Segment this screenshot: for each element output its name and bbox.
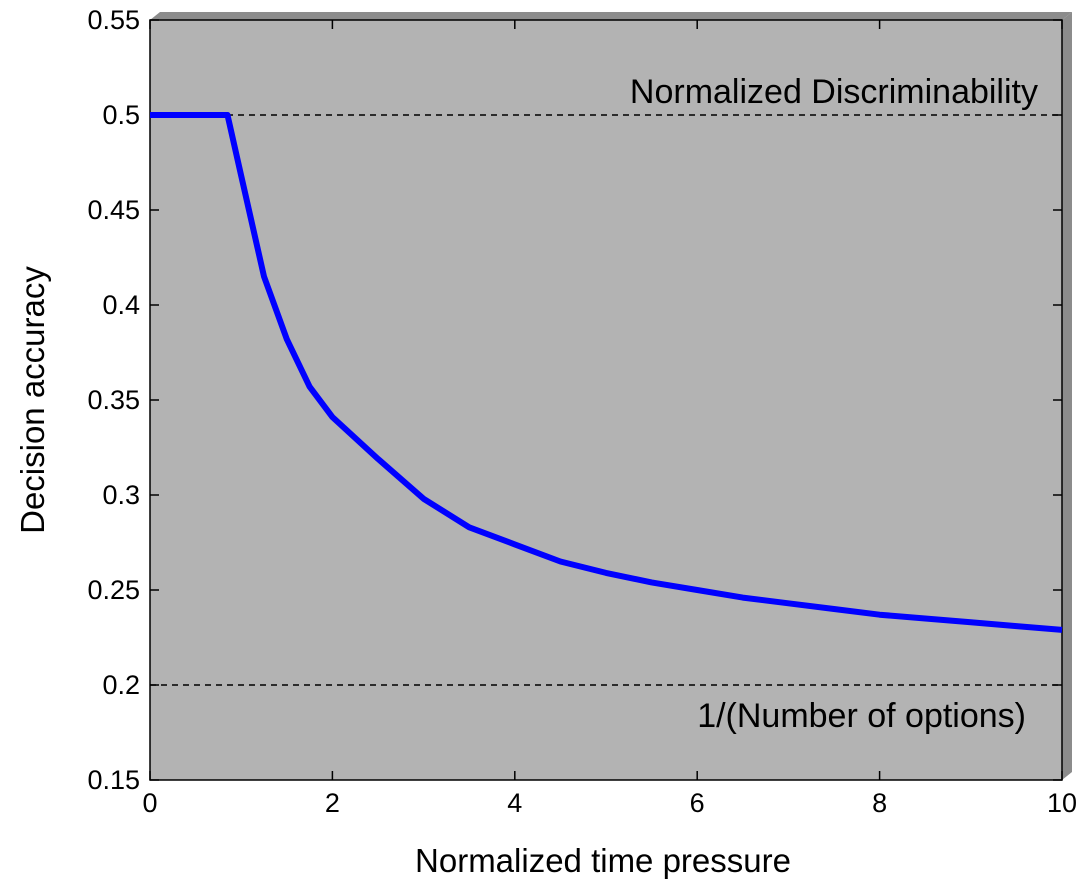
y-tick-label: 0.35 <box>87 385 140 415</box>
frame-top-shade <box>150 12 1072 20</box>
axis-ticks <box>149 19 1063 781</box>
y-axis-title: Decision accuracy <box>14 266 51 534</box>
y-tick-label: 0.55 <box>87 5 140 35</box>
x-tick-label: 0 <box>142 788 157 818</box>
annotation-number-of-options: 1/(Number of options) <box>697 697 1026 735</box>
x-tick-label: 2 <box>325 788 340 818</box>
series-layer <box>150 112 1063 633</box>
plot-area <box>149 19 1063 781</box>
tick-labels: 0 2 4 6 8 10 0.15 0.2 0.25 0.3 0.35 0.4 0.45 0.5 0.55 <box>87 5 1077 818</box>
y-tick-label: 0.2 <box>102 670 140 700</box>
x-tick-label: 8 <box>872 788 887 818</box>
x-tick-label: 6 <box>690 788 705 818</box>
y-tick-label: 0.5 <box>102 100 140 130</box>
y-tick-label: 0.3 <box>102 480 140 510</box>
annotation-discriminability: Normalized Discriminability <box>630 73 1038 111</box>
frame-right-shade <box>1062 12 1072 780</box>
y-tick-label: 0.45 <box>87 195 140 225</box>
y-tick-label: 0.25 <box>87 575 140 605</box>
reference-lines <box>150 114 1062 686</box>
series-line-0 <box>150 112 1063 633</box>
y-tick-label: 0.15 <box>87 765 140 795</box>
x-tick-label: 4 <box>507 788 522 818</box>
x-axis-title: Normalized time pressure <box>415 842 791 879</box>
y-tick-label: 0.4 <box>102 290 140 320</box>
x-tick-label: 10 <box>1047 788 1077 818</box>
